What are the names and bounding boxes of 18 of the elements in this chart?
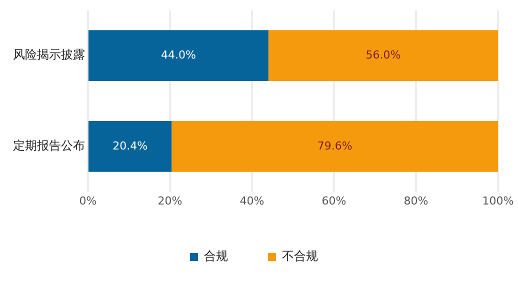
x-tick-label: 100%	[482, 194, 514, 208]
bar	[268, 30, 498, 82]
legend-label: 不合规	[282, 249, 318, 264]
data-label: 79.6%	[317, 139, 352, 152]
x-tick-label: 40%	[240, 194, 264, 208]
bar	[88, 120, 172, 172]
y-tick-label: 定期报告公布	[13, 138, 85, 153]
x-tick-label: 0%	[79, 194, 97, 208]
x-tick-label: 80%	[404, 194, 428, 208]
bar	[88, 30, 268, 82]
data-label: 44.0%	[160, 48, 196, 62]
data-label: 20.4%	[112, 139, 148, 152]
x-tick-label: 60%	[322, 194, 346, 208]
bar	[172, 120, 498, 172]
y-tick-label: 风险揭示披露	[13, 48, 85, 62]
x-tick-label: 20%	[158, 194, 182, 208]
data-label: 56.0%	[366, 48, 401, 62]
legend-label: 合规	[204, 249, 228, 264]
